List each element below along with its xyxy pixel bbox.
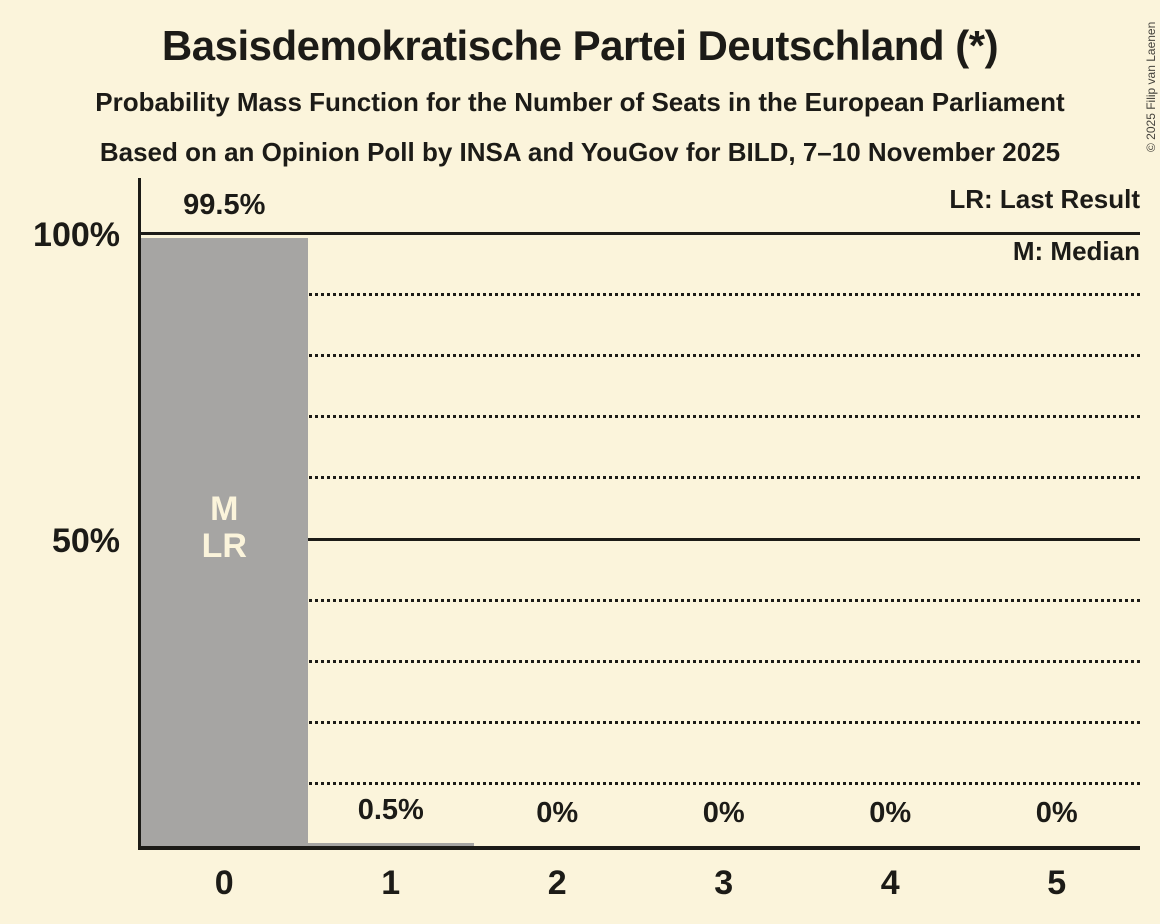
bar-value-label-0: 99.5%	[183, 189, 266, 222]
bar-value-label-4: 0%	[869, 797, 912, 829]
x-tick-label-5: 5	[1047, 864, 1067, 902]
gridline-10pct	[141, 781, 1140, 785]
gridline-50pct	[141, 537, 1140, 541]
gridline-40pct	[141, 598, 1140, 602]
gridline-30pct	[141, 659, 1140, 663]
legend-last-result: LR: Last Result	[949, 184, 1140, 214]
subtitle-poll-source: Based on an Opinion Poll by INSA and You…	[99, 137, 1061, 167]
bar-seats-1	[307, 842, 474, 846]
copyright-notice: © 2025 Filip van Laenen	[1144, 21, 1158, 152]
y-tick-label-100: 100%	[33, 216, 120, 254]
gridline-90pct	[141, 293, 1140, 297]
page-title: Basisdemokratische Partei Deutschland (*…	[161, 22, 999, 69]
y-tick-label-50: 50%	[51, 521, 120, 560]
x-tick-label-2: 2	[547, 864, 567, 902]
annotation-line-lr: LR	[201, 527, 247, 565]
x-tick-label-4: 4	[880, 864, 900, 902]
subtitle-pmf: Probability Mass Function for the Number…	[95, 87, 1065, 117]
x-tick-label-0: 0	[214, 864, 234, 902]
annotation-line-m: M	[210, 490, 239, 528]
gridline-70pct	[141, 415, 1140, 419]
bar-seats-0	[141, 238, 308, 846]
y-axis-line	[138, 178, 141, 850]
bar-column-1: 0.5%	[307, 178, 474, 846]
gridline-100pct	[141, 232, 1140, 235]
gridline-80pct	[141, 354, 1140, 358]
bar-value-label-2: 0%	[536, 797, 579, 829]
plot-area: 99.5% M LR 0.5% 0% 0% 0% 0%	[141, 178, 1140, 846]
bar-column-4: 0%	[807, 178, 974, 846]
legend-median: M: Median	[1012, 236, 1140, 266]
bar-column-0: 99.5% M LR	[141, 178, 308, 846]
x-tick-label-3: 3	[714, 864, 734, 902]
bar-annotation-median-lastresult: M LR	[141, 491, 308, 565]
bar-column-3: 0%	[641, 178, 808, 846]
x-axis-line	[138, 846, 1140, 850]
gridline-20pct	[141, 720, 1140, 724]
bar-column-5: 0%	[974, 178, 1141, 846]
gridline-60pct	[141, 476, 1140, 480]
bar-value-label-3: 0%	[702, 797, 745, 829]
x-tick-label-1: 1	[381, 864, 401, 902]
bar-value-label-1: 0.5%	[357, 793, 424, 826]
bar-column-2: 0%	[474, 178, 641, 846]
bar-value-label-5: 0%	[1035, 797, 1078, 829]
